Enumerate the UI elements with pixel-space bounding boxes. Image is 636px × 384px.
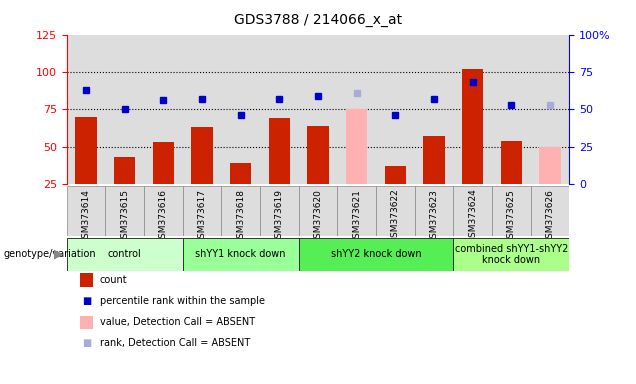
Bar: [144, 186, 183, 236]
Text: shYY2 knock down: shYY2 knock down: [331, 249, 421, 260]
Bar: [76, 117, 97, 184]
Text: percentile rank within the sample: percentile rank within the sample: [100, 296, 265, 306]
Bar: [376, 35, 415, 184]
Bar: [67, 35, 106, 184]
Bar: [376, 186, 415, 236]
Text: control: control: [108, 249, 142, 260]
Bar: [269, 118, 290, 184]
Bar: [337, 186, 376, 236]
Bar: [183, 238, 299, 271]
Bar: [415, 186, 453, 236]
Text: GSM373621: GSM373621: [352, 189, 361, 243]
Bar: [221, 35, 260, 184]
Bar: [385, 166, 406, 184]
Text: GSM373616: GSM373616: [159, 189, 168, 244]
Text: GDS3788 / 214066_x_at: GDS3788 / 214066_x_at: [234, 13, 402, 27]
Bar: [153, 142, 174, 184]
Text: GSM373620: GSM373620: [314, 189, 322, 243]
Bar: [307, 126, 329, 184]
Text: combined shYY1-shYY2
knock down: combined shYY1-shYY2 knock down: [455, 243, 568, 265]
Text: rank, Detection Call = ABSENT: rank, Detection Call = ABSENT: [100, 338, 250, 348]
Bar: [492, 186, 530, 236]
Text: GSM373624: GSM373624: [468, 189, 477, 243]
Bar: [221, 186, 260, 236]
Text: GSM373614: GSM373614: [81, 189, 90, 243]
Bar: [191, 127, 212, 184]
Text: GSM373625: GSM373625: [507, 189, 516, 243]
Bar: [299, 238, 453, 271]
Bar: [415, 35, 453, 184]
Bar: [67, 186, 106, 236]
Text: GSM373619: GSM373619: [275, 189, 284, 244]
Text: GSM373622: GSM373622: [391, 189, 400, 243]
Text: count: count: [100, 275, 127, 285]
Bar: [106, 35, 144, 184]
Text: ■: ■: [82, 338, 91, 348]
Text: ■: ■: [82, 296, 91, 306]
Text: shYY1 knock down: shYY1 knock down: [195, 249, 286, 260]
Bar: [501, 141, 522, 184]
Text: genotype/variation: genotype/variation: [3, 249, 96, 260]
Bar: [144, 35, 183, 184]
Bar: [424, 136, 445, 184]
Bar: [230, 163, 251, 184]
Text: ▶: ▶: [54, 248, 64, 261]
Bar: [530, 186, 569, 236]
Bar: [462, 69, 483, 184]
Bar: [492, 35, 530, 184]
Text: GSM373615: GSM373615: [120, 189, 129, 244]
Bar: [299, 186, 337, 236]
Text: GSM373626: GSM373626: [546, 189, 555, 243]
Bar: [346, 109, 367, 184]
Text: GSM373618: GSM373618: [236, 189, 245, 244]
Bar: [260, 186, 299, 236]
Bar: [106, 186, 144, 236]
Bar: [183, 186, 221, 236]
Bar: [299, 35, 337, 184]
Bar: [183, 35, 221, 184]
Bar: [114, 157, 135, 184]
Text: GSM373623: GSM373623: [429, 189, 438, 243]
Bar: [453, 35, 492, 184]
Text: value, Detection Call = ABSENT: value, Detection Call = ABSENT: [100, 317, 255, 327]
Bar: [530, 35, 569, 184]
Text: GSM373617: GSM373617: [198, 189, 207, 244]
Bar: [260, 35, 299, 184]
Bar: [539, 147, 560, 184]
Bar: [67, 238, 183, 271]
Bar: [453, 238, 569, 271]
Bar: [337, 35, 376, 184]
Bar: [453, 186, 492, 236]
